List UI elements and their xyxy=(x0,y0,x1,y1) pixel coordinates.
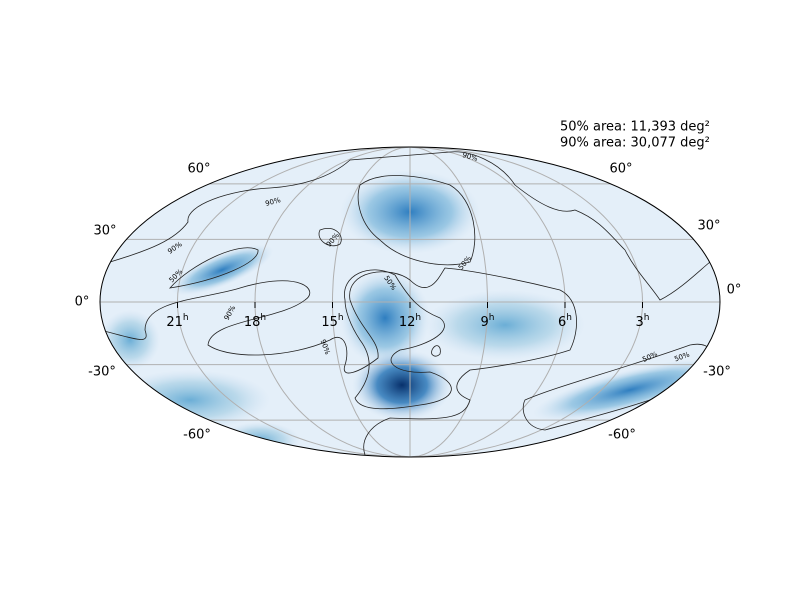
ra-hours: 6 xyxy=(558,315,566,330)
ra-unit: h xyxy=(644,313,650,323)
ra-hours: 18 xyxy=(244,315,261,330)
ra-label: 3h xyxy=(636,313,650,330)
ra-label: 6h xyxy=(558,313,572,330)
ra-hours: 12 xyxy=(399,315,416,330)
ra-unit: h xyxy=(260,313,266,323)
ra-unit: h xyxy=(338,313,344,323)
dec-label: 0° xyxy=(75,295,90,310)
ra-unit: h xyxy=(566,313,572,323)
dec-label: 60° xyxy=(609,162,632,177)
contour-50 xyxy=(344,269,452,410)
ra-label: 9h xyxy=(481,313,495,330)
contour-90 xyxy=(318,228,342,247)
contour-90 xyxy=(100,267,577,456)
dec-label: -60° xyxy=(183,428,211,443)
ra-unit: h xyxy=(489,313,495,323)
ra-hours: 9 xyxy=(481,315,489,330)
dec-label: 60° xyxy=(187,162,210,177)
dec-label: 0° xyxy=(727,283,742,298)
ra-unit: h xyxy=(415,313,421,323)
annotation: 90% area: 30,077 deg² xyxy=(560,136,710,151)
contour-50 xyxy=(168,247,259,289)
dec-label: -30° xyxy=(88,365,116,380)
contour-50 xyxy=(357,175,476,266)
dec-label: 30° xyxy=(697,219,720,234)
annotation: 50% area: 11,393 deg² xyxy=(560,120,710,135)
ra-label: 21h xyxy=(166,313,188,330)
ra-hours: 15 xyxy=(321,315,338,330)
ra-label: 12h xyxy=(399,313,421,330)
ra-hours: 3 xyxy=(636,315,644,330)
ra-label: 18h xyxy=(244,313,266,330)
ra-unit: h xyxy=(183,313,189,323)
ra-hours: 21 xyxy=(166,315,183,330)
contours xyxy=(100,151,713,456)
dec-label: -30° xyxy=(703,365,731,380)
map-border xyxy=(99,146,721,458)
ra-label: 15h xyxy=(321,313,343,330)
contour-label: 90% xyxy=(461,151,478,163)
dec-label: -60° xyxy=(608,428,636,443)
contour-90 xyxy=(109,151,711,301)
dec-label: 30° xyxy=(93,224,116,239)
contour-label: 90% xyxy=(264,196,281,208)
contour-90 xyxy=(431,345,441,357)
